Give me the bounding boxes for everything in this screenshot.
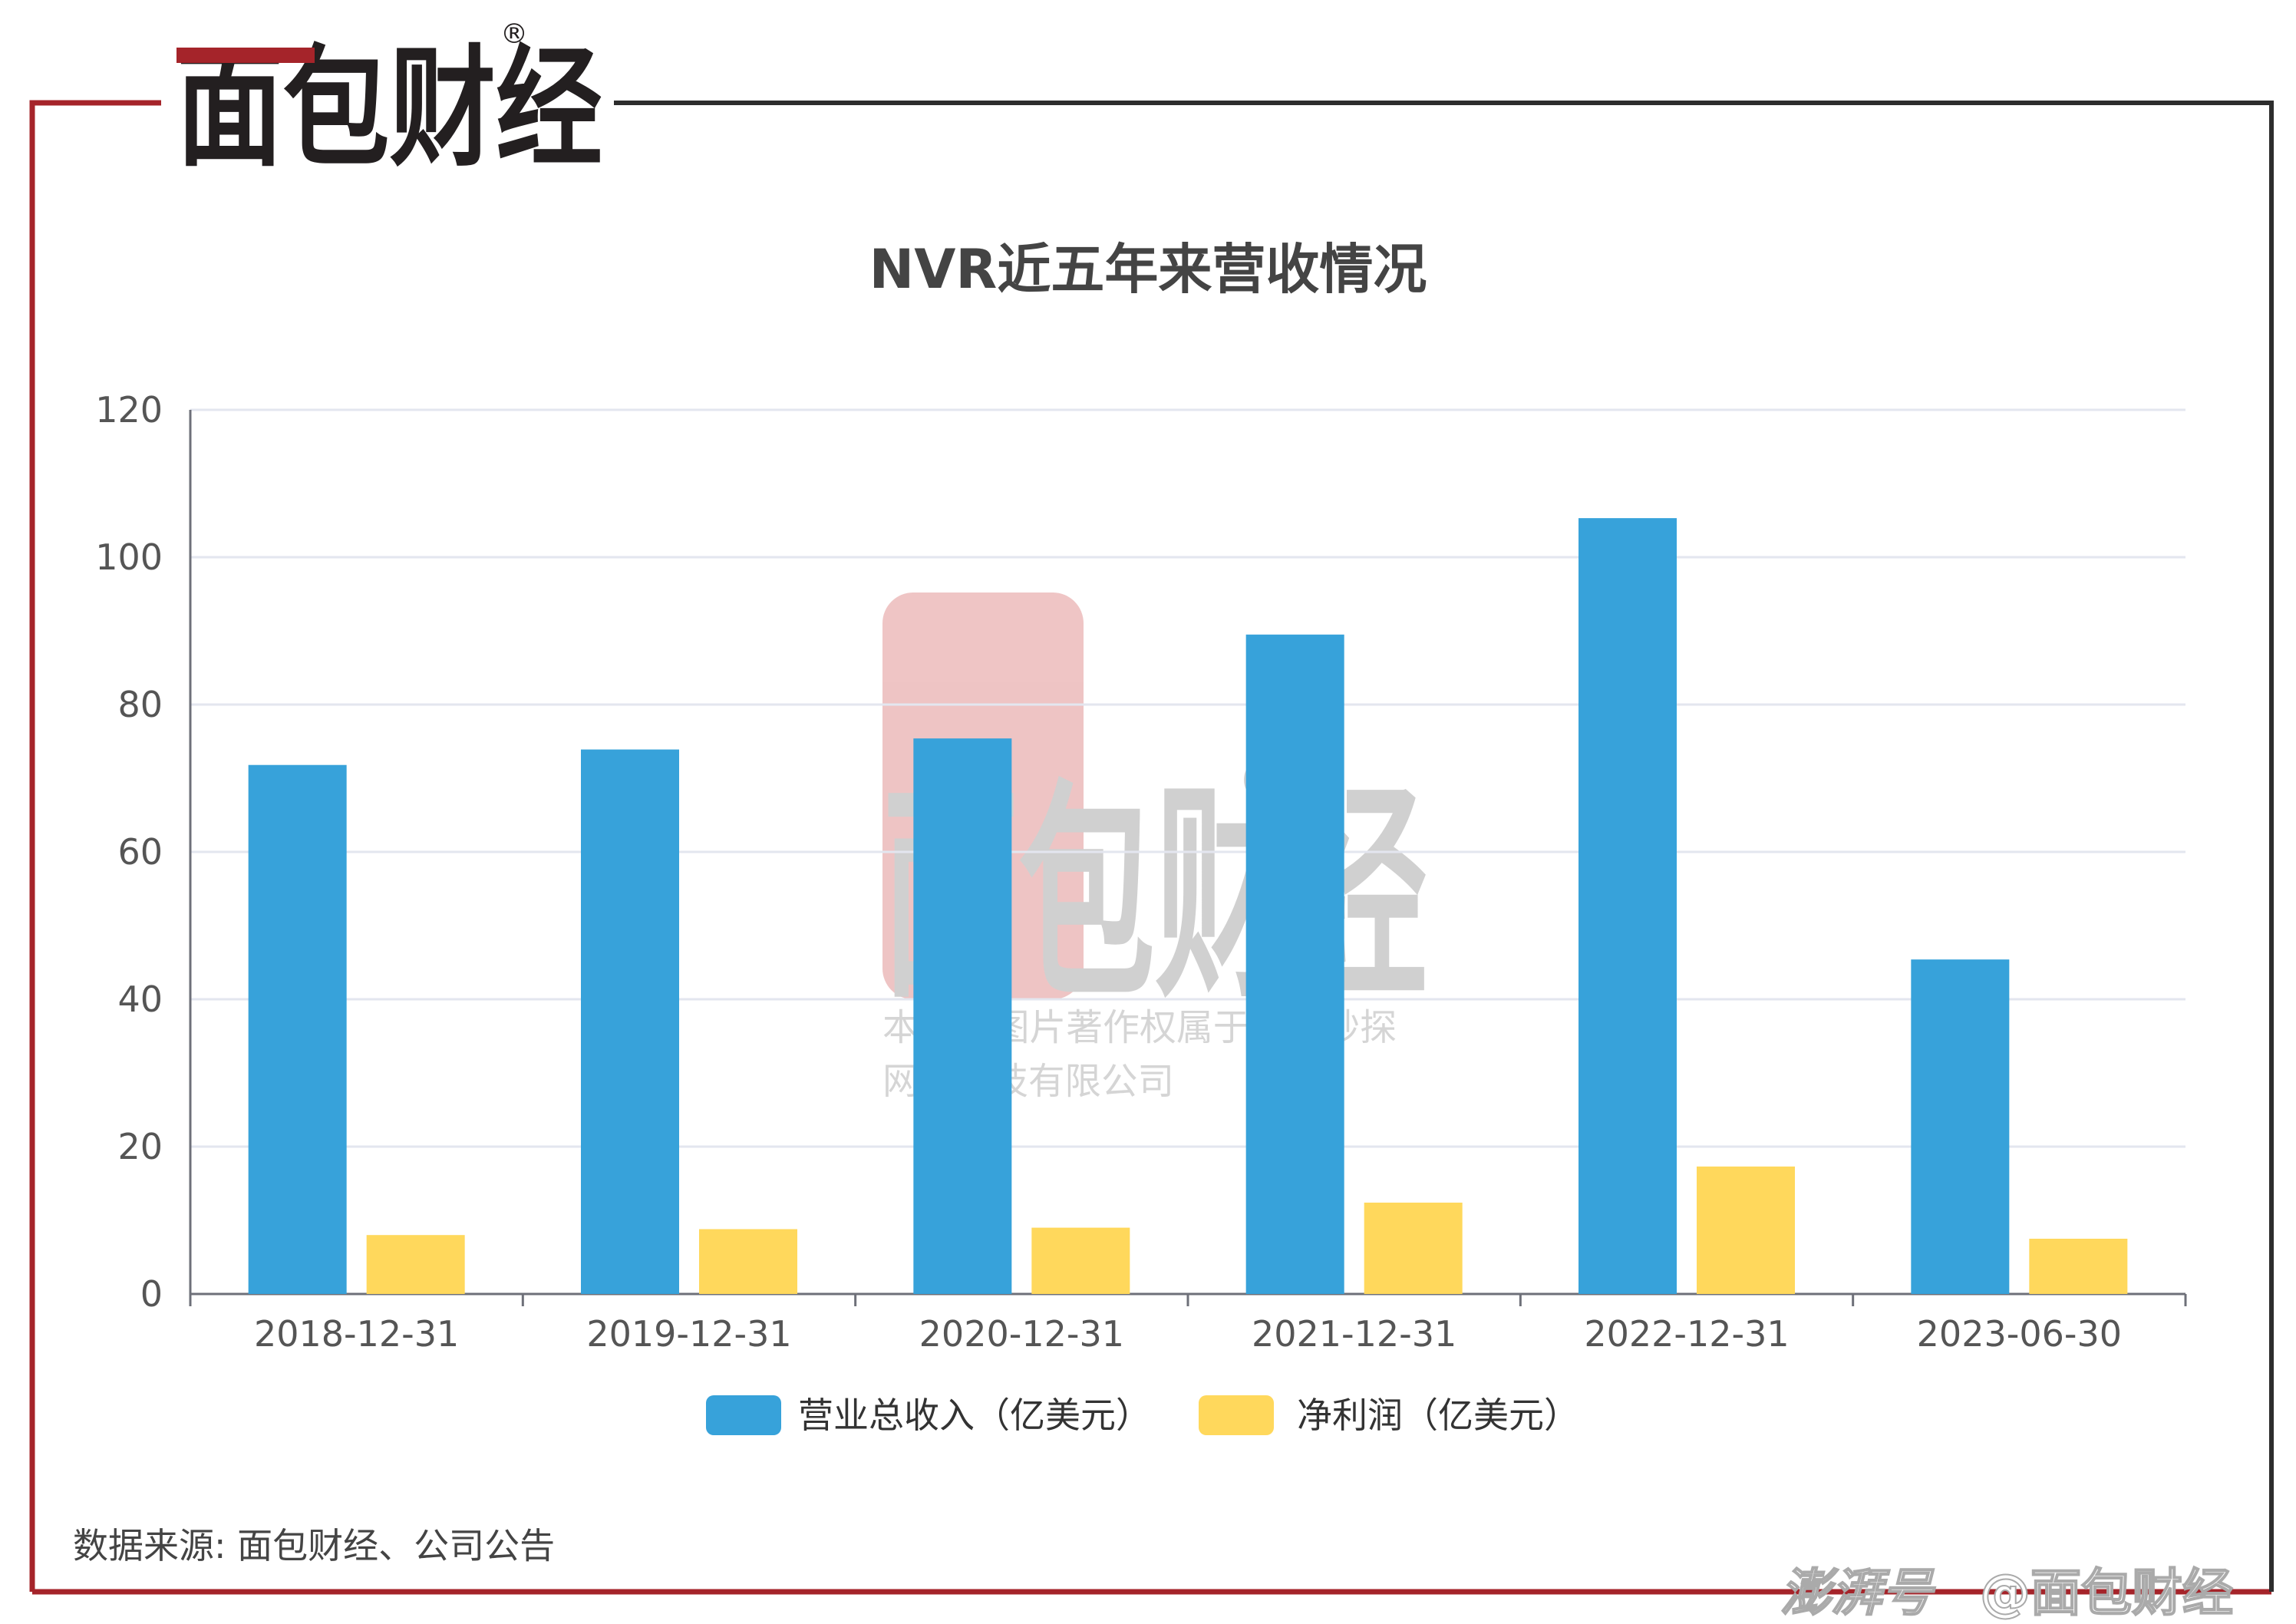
- logo-red-bar: [176, 48, 315, 63]
- legend: 营业总收入（亿美元） 净利润（亿美元）: [706, 1395, 1579, 1436]
- logo-registered-mark: ®: [500, 18, 528, 50]
- bar-revenue: [581, 749, 679, 1294]
- x-tick-label: 2019-12-31: [586, 1313, 791, 1355]
- x-tick-label: 2021-12-31: [1252, 1313, 1456, 1355]
- y-tick-label: 80: [117, 684, 163, 725]
- y-tick-label: 0: [140, 1273, 163, 1315]
- bar-net-profit: [699, 1229, 797, 1294]
- plot-area: 0 20 40 60 80 100 120 2018-12-31 2019-12-31 2020-…: [95, 389, 2187, 1355]
- bar-revenue: [1245, 634, 1344, 1294]
- legend-swatch-revenue: [706, 1395, 781, 1435]
- chart-title: NVR近五年来营收情况: [869, 238, 1427, 301]
- legend-label-profit: 净利润（亿美元）: [1297, 1395, 1579, 1436]
- y-tick-label: 20: [117, 1126, 163, 1167]
- frame: [29, 100, 2274, 1595]
- platform-handle: @面包财经: [1980, 1563, 2233, 1622]
- bar-revenue: [1911, 959, 2010, 1294]
- x-tick-label: 2018-12-31: [254, 1313, 459, 1355]
- bar-net-profit: [1364, 1202, 1463, 1294]
- data-source: 数据来源: 面包财经、公司公告: [73, 1525, 555, 1566]
- y-tick-label: 120: [95, 389, 163, 431]
- legend-swatch-profit: [1199, 1395, 1274, 1435]
- x-tick-label: 2023-06-30: [1917, 1313, 2122, 1355]
- bar-revenue: [913, 738, 1012, 1294]
- bar-revenue: [1578, 518, 1677, 1294]
- x-tick-label: 2020-12-31: [919, 1313, 1124, 1355]
- bar-net-profit: [2029, 1239, 2128, 1294]
- y-tick-label: 60: [117, 831, 163, 873]
- x-tick-label: 2022-12-31: [1584, 1313, 1789, 1355]
- bar-net-profit: [366, 1235, 465, 1294]
- bar-net-profit: [1697, 1166, 1795, 1294]
- platform-name: 澎湃号: [1780, 1563, 1936, 1622]
- bar-net-profit: [1031, 1227, 1130, 1294]
- bar-revenue: [248, 764, 347, 1294]
- brand-logo: 面包财经 ®: [176, 18, 602, 185]
- legend-label-revenue: 营业总收入（亿美元）: [798, 1395, 1151, 1436]
- y-tick-label: 40: [117, 979, 163, 1020]
- y-tick-label: 100: [95, 536, 163, 578]
